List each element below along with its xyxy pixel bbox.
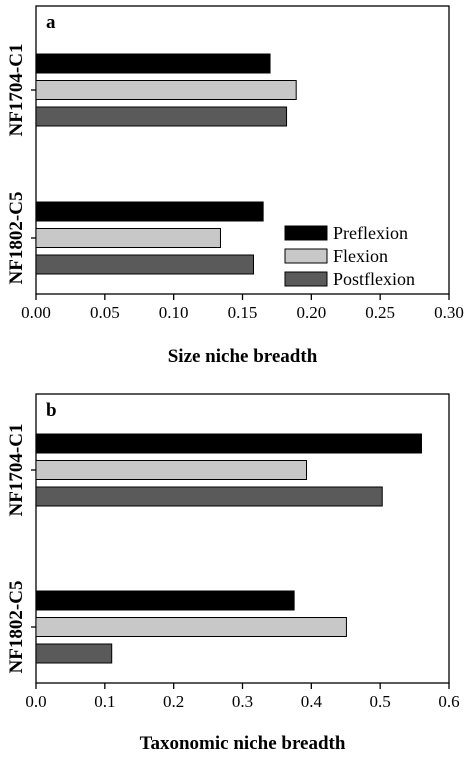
category-label: NF1704-C1 [6,424,27,517]
panel-label: b [46,400,57,421]
x-axis-title: Taxonomic niche breadth [140,733,346,754]
x-tick-label: 0.1 [94,692,115,711]
category-label: NF1802-C5 [6,192,27,285]
chart-panel-a: a NF1704-C1 NF1802-C5 0.00 0.05 0.10 0.15 0.20 0… [6,5,464,367]
x-tick-label: 0.5 [370,692,391,711]
bar-flexion-nf1802-c5 [35,617,347,637]
bar-postflexion-nf1704-c1 [35,486,383,507]
x-tick-label: 0.4 [301,692,323,711]
legend-label-flexion: Flexion [333,246,388,266]
x-tick-label: 0.2 [163,692,184,711]
bar-preflexion-nf1704-c1 [35,433,422,454]
bar-preflexion-nf1802-c5 [35,201,264,222]
category-label: NF1704-C1 [6,44,27,137]
bar-preflexion-nf1704-c1 [35,53,271,74]
x-tick-label: 0.0 [25,692,46,711]
chart-panel-b: b NF1704-C1 NF1802-C5 0.0 0.1 0.2 0.3 0.4 0.5 0.6… [6,393,460,754]
legend-label-preflexion: Preflexion [333,223,408,243]
bar-preflexion-nf1802-c5 [35,590,295,611]
legend-swatch-postflexion [284,271,328,287]
bar-postflexion-nf1802-c5 [35,254,255,275]
x-tick-label: 0.25 [365,303,395,322]
x-tick-label: 0.05 [90,303,120,322]
x-axis-title: Size niche breadth [168,346,318,367]
legend-swatch-preflexion [284,225,328,241]
legend: Preflexion Flexion Postflexion [284,223,415,289]
category-label: NF1802-C5 [6,581,27,674]
bar-flexion-nf1704-c1 [35,460,308,480]
legend-label-postflexion: Postflexion [333,269,415,289]
x-tick-label: 0.6 [438,692,459,711]
x-tick-label: 0.10 [159,303,189,322]
x-tick-label: 0.15 [228,303,258,322]
panel-label: a [46,12,56,33]
bar-flexion-nf1704-c1 [35,80,297,100]
bar-postflexion-nf1802-c5 [35,643,113,664]
x-tick-label: 0.30 [434,303,464,322]
x-tick-label: 0.00 [21,303,51,322]
legend-swatch-flexion [284,248,328,264]
bar-postflexion-nf1704-c1 [35,106,288,127]
bar-flexion-nf1802-c5 [35,228,221,248]
x-tick-label: 0.20 [296,303,326,322]
x-tick-label: 0.3 [232,692,253,711]
